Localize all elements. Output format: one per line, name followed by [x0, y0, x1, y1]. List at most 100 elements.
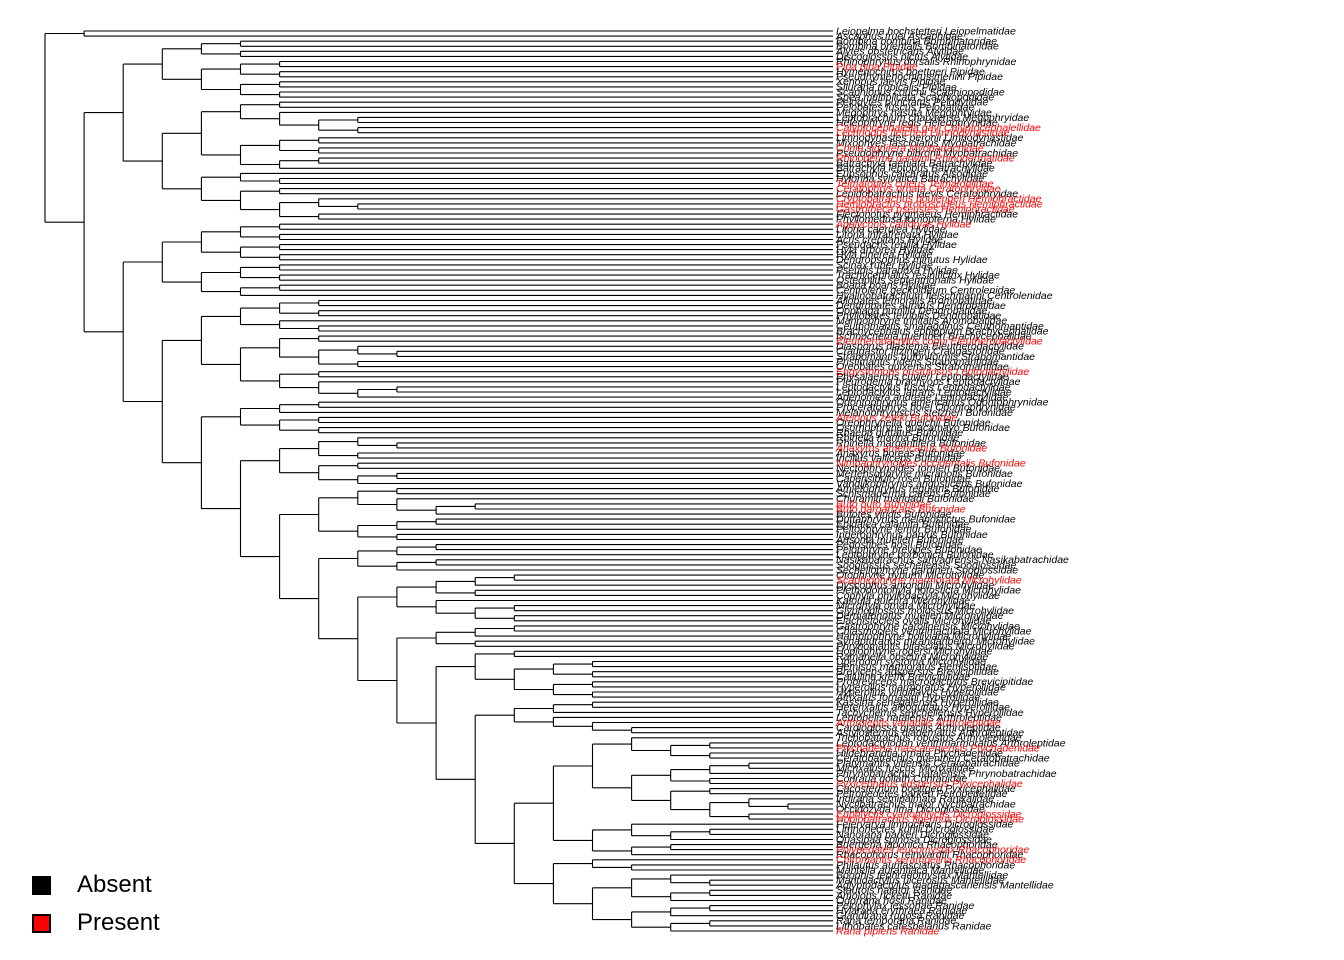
- tip-label: Heterixalus alboguttatus Hyperoliidae: [836, 702, 1010, 714]
- tip-label: Trichobatrachus robustus Arthroleptidae: [836, 732, 1022, 744]
- tip-label: Anaxyrus boreas Bufonidae: [835, 447, 965, 459]
- tip-label: Nanorana parkeri Dicroglossidae: [836, 829, 989, 841]
- tip-label: Churamiti maridadi Bufonidae: [836, 493, 974, 505]
- tip-label: Lechriodus fletcheri Limnodynastidae: [836, 127, 1010, 139]
- tip-label: Anaxyrus americanus Bufonidae: [835, 442, 987, 454]
- tip-label: Flectonotus pygmaeus Hemiphractidae: [836, 209, 1018, 221]
- tip-label: Ptychadena mascareniensis Ptychadenidae: [836, 742, 1040, 754]
- tip-label: Conraua goliath Conrauidae: [836, 773, 968, 785]
- tip-label: Hemisus marmoratus Hemisotidae: [836, 661, 997, 673]
- tip-label: Uperodon systoma Microhylidae: [836, 656, 986, 668]
- tip-label: Mantidactylus ulcerosus Mantellidae: [836, 875, 1005, 887]
- tip-label: Amolops ricketti Ranidae: [835, 890, 952, 902]
- tip-label: Nasikabatrachus sahyadrensis Nasikabatra…: [836, 554, 1069, 566]
- absent-swatch: [32, 875, 51, 895]
- tip-label: Pristimantis ridens Strabomantidae: [836, 356, 999, 368]
- tip-label: Dyscophus antongilii Microhylidae: [836, 580, 994, 592]
- tip-label: Rhinella margaritifera Bufonidae: [836, 437, 986, 449]
- tip-label: Atelopus zeteki Bufonidae: [835, 412, 958, 424]
- tip-label: Discoglossus pictus Alytidae: [836, 51, 968, 63]
- tip-label: Ingerophrynus parvus Bufonidae: [836, 529, 988, 541]
- tip-label: Telmatobius culeus Telmatobiidae: [836, 178, 994, 190]
- tip-label: Ceuthomantis smaragdinus Ceuthomantidae: [836, 320, 1044, 332]
- tip-label: Pipa pipa Pipidae: [836, 61, 918, 73]
- tip-label: Chiromantis xerampelina Rhacophoridae: [836, 854, 1026, 866]
- tip-label: Euphlyctis cyanophlyctis Dicroglossidae: [836, 809, 1022, 821]
- tip-label: Pseudhymenochirus merlini Pipidae: [836, 71, 1003, 83]
- tip-label: Cardioglossa gracilis Arthroleptidae: [836, 722, 1001, 734]
- tip-label: Pelodytes punctatus Pelodytidae: [836, 97, 989, 109]
- tip-label: Ischnocnema guentheri Brachycephalidae: [836, 331, 1032, 343]
- tip-label: Microhyla ornata Microhylidae: [836, 600, 976, 612]
- tip-label: Schismaderma carens Bufonidae: [836, 488, 991, 500]
- tip-label: Gastrophryne carolinensis Microhylidae: [836, 620, 1020, 632]
- tip-label: Pyxicephalus adspersus Pyxicephalidae: [836, 778, 1023, 790]
- tip-label: Osteopilus septentrionalis Hylidae: [836, 275, 994, 287]
- tip-label: Glandirana rugosa Ranidae: [836, 910, 965, 922]
- tip-label: Hyperolius viridiflavus Hyperoliidae: [836, 686, 999, 698]
- tip-label: Nyctibatrachus major Nyctibatrachidae: [836, 798, 1016, 810]
- tip-label: Pedostibes hosii Bufonidae: [836, 539, 963, 551]
- tip-label: Duttaphrynus melanostictus Bufonidae: [836, 514, 1016, 526]
- tip-label: Hoplobatrachus tigerinus Dicroglossidae: [836, 814, 1024, 826]
- tip-label: Eupsophus calcaratus Alsodidae: [836, 168, 988, 180]
- tip-label: Mixophyes fasciolatus Myobatrachidae: [836, 137, 1017, 149]
- tip-label: Odontophrynus americanus Odontophrynidae: [836, 397, 1049, 409]
- tip-label: Cryptobatrachus boulengeri Hemiphractida…: [836, 193, 1042, 205]
- tip-label: Rhinoderma darwinii Rhinodermatidae: [836, 153, 1015, 165]
- tip-label: Platymantis vitiensis Ceratobatrachidae: [836, 758, 1020, 770]
- tip-label: Hyla arborea Hylidae: [836, 244, 934, 256]
- tip-label: Rhaebo guttatus Bufonidae: [836, 427, 963, 439]
- tip-label: Acris crepitans Hylidae: [835, 234, 943, 246]
- tip-label: Engystomops pustulosus Leptodactylidae: [836, 366, 1029, 378]
- tip-label: Silurana tropicalis Pipidae: [836, 81, 957, 93]
- tip-label: Glyphoglossus molossus Microhylidae: [836, 605, 1014, 617]
- tip-label: Synapturanus mirandaribeiroi Microhylida…: [836, 636, 1035, 648]
- tip-label: Quasipaa spinosa Dicroglossidae: [836, 834, 992, 846]
- tip-label: Eleutherodactylus coqui Eleutherodactyli…: [836, 336, 1043, 348]
- tip-label: Hildebrandtia ornata Ptychadenidae: [836, 747, 1003, 759]
- tip-label: Oophaga pumilio Dendrobatidae: [836, 305, 987, 317]
- tip-label: Hymenochirus boettgeri Pipidae: [836, 66, 985, 78]
- tree-branches: [44, 30, 833, 932]
- tip-label: Dendrobates auratus Dendrobatidae: [836, 300, 1006, 312]
- tip-label: Petropedetes parkeri Petropedetidae: [836, 788, 1008, 800]
- tip-label: Hoplophryne rogersi Microhylidae: [836, 646, 993, 658]
- tip-label: Leptodactylus latrans Leptodactylidae: [836, 386, 1012, 398]
- tip-label: Hamptophryne boliviana Microhylidae: [836, 631, 1011, 643]
- tip-label: Xenopus laevis Pipidae: [835, 76, 945, 88]
- tip-label: Mertensophryne micranotis Bufonidae: [836, 468, 1013, 480]
- tip-label: Adenomera andreae Leptodactylidae: [835, 392, 1008, 404]
- tip-label: Hyalinobatrachium fleischmanni Centrolen…: [836, 290, 1053, 302]
- tip-label: Philautus aurifasciatus Rhacophoridae: [836, 859, 1015, 871]
- tip-label: Callulina kreffti Brevicipitidae: [836, 671, 970, 683]
- tip-label: Hylorina sylvatica Batrachylidae: [836, 173, 984, 185]
- tip-label: Pleurodema brachyops Leptodactylidae: [836, 376, 1021, 388]
- tip-label: Polypedates leucomystax Rhacophoridae: [836, 844, 1029, 856]
- tip-label: Agalychnis callidryas Hylidae: [835, 219, 972, 231]
- legend-row-absent: Absent: [32, 866, 160, 904]
- legend-row-present: Present: [32, 904, 160, 942]
- tip-label: Brachycephalus ephippium Brachycephalida…: [836, 325, 1049, 337]
- tip-label: Gastrotheca pseustes Hemiphractidae: [836, 203, 1015, 215]
- tip-label: Dendropsophus minutus Hylidae: [836, 254, 988, 266]
- tip-label: Batrachyla leptopus Batrachylidae: [836, 163, 995, 175]
- tip-label: Vandijkophrynus angusticeps Bufonidae: [836, 478, 1023, 490]
- tip-label: Leptodactylus fuscus Leptodactylidae: [836, 381, 1011, 393]
- tip-label: Bufo gargarizans Bufonidae: [836, 503, 966, 515]
- tip-label: Oreobates quixensis Strabomantidae: [836, 361, 1009, 373]
- tip-label: Lithobates catesbeianus Ranidae: [836, 920, 991, 932]
- tip-label: Peltophryne lemur Bufonidae: [836, 524, 972, 536]
- tip-label: Occidozyga lima Dicroglossidae: [836, 803, 985, 815]
- tip-label: Pseudacris regilla Hylidae: [836, 239, 957, 251]
- tip-label: Otophryne pyburni Microhylidae: [836, 570, 984, 582]
- tip-label: Physalaemus cuvieri Leptodactylidae: [836, 371, 1009, 383]
- tip-label: Ramanella obscura Microhylidae: [836, 651, 988, 663]
- tip-label: Ceratobatrachus guentheri Ceratobatrachi…: [836, 753, 1050, 765]
- tip-label: Rhinella marina Bufonidae: [836, 432, 959, 444]
- tip-label: Bufotes viridis Bufonidae: [836, 509, 952, 521]
- tip-label: Cacosternum boettgeri Pyxicephalidae: [836, 783, 1016, 795]
- tip-label: Indirana semipalmata Ranixalidae: [836, 793, 994, 805]
- tip-label: Odorrana hosii Ranidae: [836, 895, 947, 907]
